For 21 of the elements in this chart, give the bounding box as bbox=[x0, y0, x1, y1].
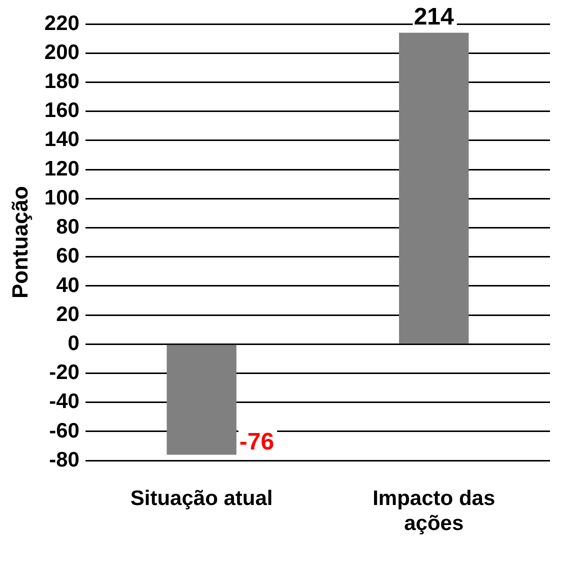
y-tick-label: 220 bbox=[44, 12, 80, 35]
y-tick-label: 0 bbox=[68, 332, 80, 355]
y-axis-title: Pontuação bbox=[7, 186, 32, 299]
y-tick-label: 180 bbox=[44, 70, 80, 94]
y-tick-label: 80 bbox=[56, 216, 80, 239]
data-label: 214 bbox=[414, 3, 455, 30]
y-tick-label: 160 bbox=[44, 99, 80, 122]
y-tick-label: -60 bbox=[49, 419, 80, 442]
y-tick-label: 40 bbox=[56, 274, 80, 297]
x-tick-label: Situação atual bbox=[130, 486, 273, 510]
y-tick-label: -40 bbox=[49, 390, 80, 414]
y-tick-label: 120 bbox=[44, 157, 80, 180]
y-tick-label: 140 bbox=[44, 128, 80, 152]
y-tick-label: -80 bbox=[49, 448, 80, 472]
x-tick-label: Impacto das ações bbox=[372, 486, 496, 536]
y-tick-label: 20 bbox=[56, 302, 80, 326]
y-tick-label: 200 bbox=[44, 40, 80, 64]
y-tick-label: 100 bbox=[44, 186, 80, 210]
data-label: -76 bbox=[239, 428, 274, 456]
y-tick-label: -20 bbox=[49, 361, 80, 384]
y-tick-label: 60 bbox=[56, 244, 80, 268]
